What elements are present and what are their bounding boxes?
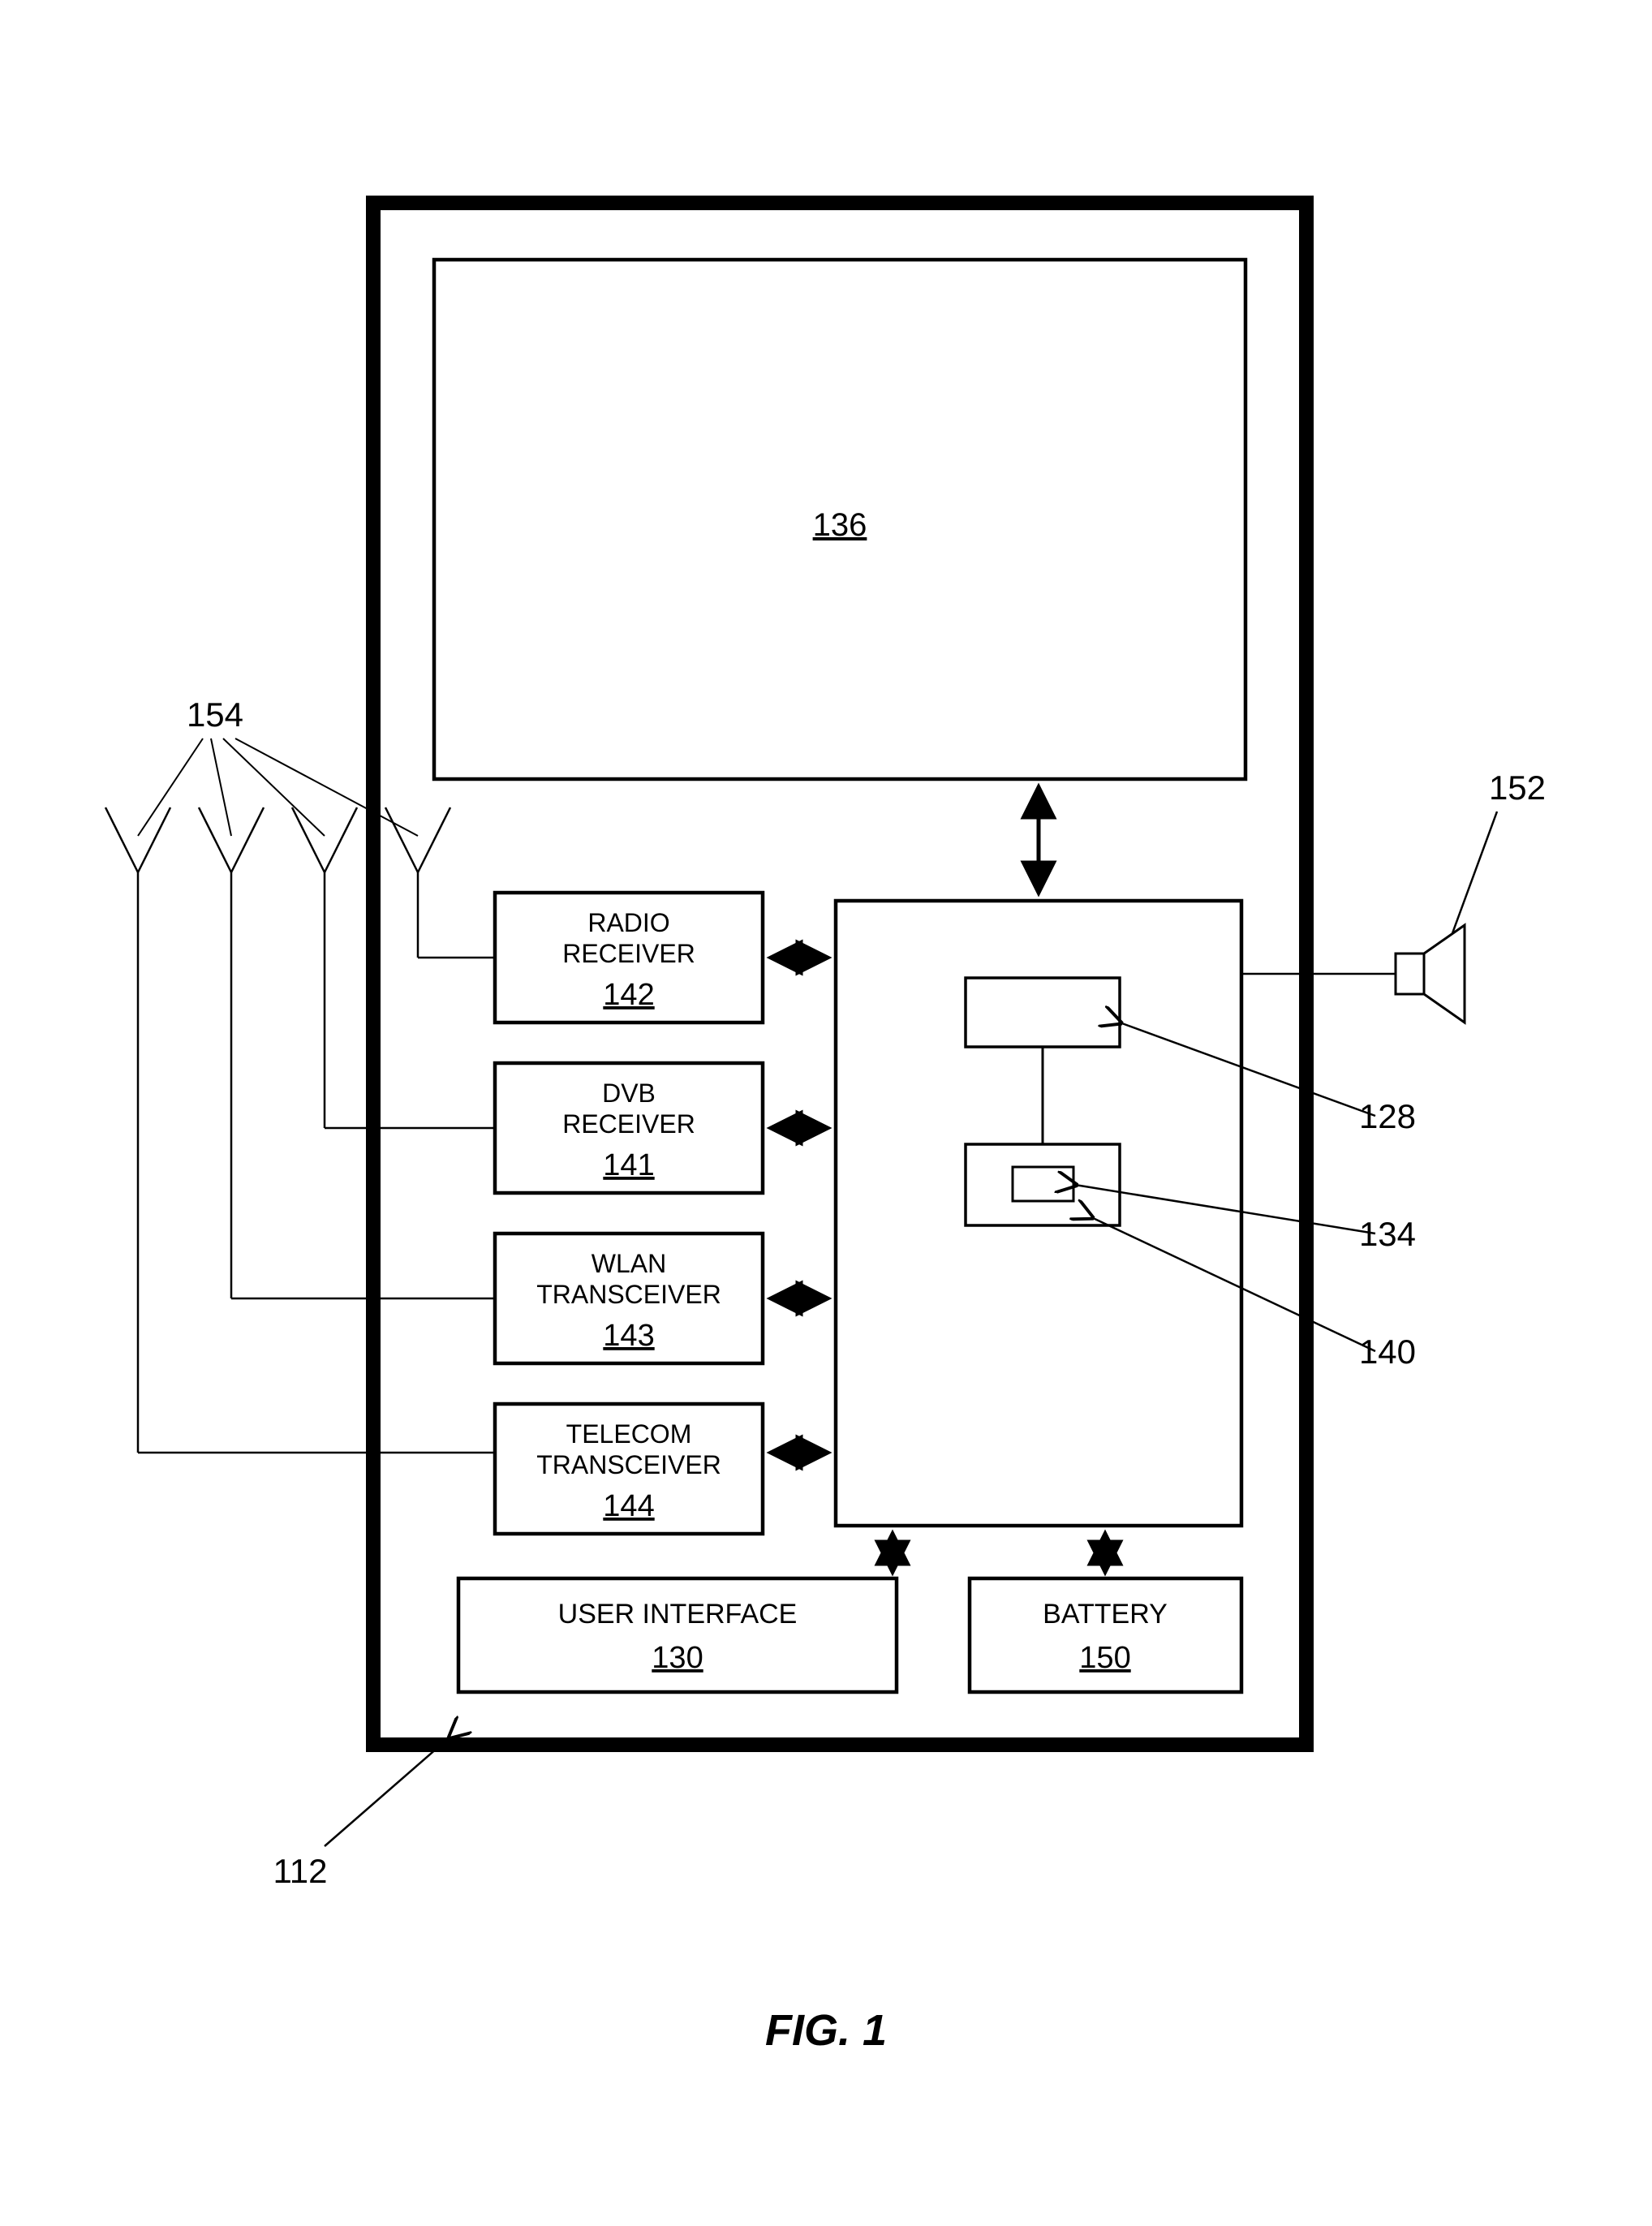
radio-label-1: RADIO: [587, 908, 669, 937]
user-interface-block: [458, 1578, 897, 1692]
figure-caption: FIG. 1: [765, 2006, 887, 2055]
ref-134: 134: [1359, 1215, 1416, 1253]
radio-label-2: RECEIVER: [562, 939, 695, 968]
figure-1-diagram: 136 RADIO RECEIVER 142 DVB RECEIVER 141 …: [0, 0, 1652, 2226]
ref-140: 140: [1359, 1333, 1416, 1371]
dvb-ref: 141: [603, 1148, 654, 1182]
telecom-ref: 144: [603, 1489, 654, 1523]
proc-inner-top: [966, 978, 1120, 1047]
battery-ref: 150: [1079, 1641, 1130, 1675]
speaker-ref: 152: [1489, 769, 1546, 807]
dvb-label-2: RECEIVER: [562, 1109, 695, 1139]
ui-ref: 130: [652, 1641, 703, 1675]
display-ref: 136: [813, 507, 867, 543]
ref-128: 128: [1359, 1097, 1416, 1135]
radio-ref: 142: [603, 978, 654, 1012]
wlan-label-1: WLAN: [592, 1249, 666, 1278]
proc-inner-mid-inner: [1013, 1167, 1073, 1201]
leader-112: [325, 1737, 450, 1846]
telecom-label-2: TRANSCEIVER: [536, 1450, 721, 1479]
wlan-ref: 143: [603, 1319, 654, 1353]
wlan-label-2: TRANSCEIVER: [536, 1280, 721, 1309]
antenna-ref: 154: [187, 695, 243, 734]
speaker-ref-leader: [1452, 812, 1497, 933]
ui-label: USER INTERFACE: [558, 1599, 798, 1630]
telecom-label-1: TELECOM: [566, 1419, 692, 1449]
battery-block: [970, 1578, 1241, 1692]
dvb-label-1: DVB: [602, 1079, 656, 1108]
battery-label: BATTERY: [1043, 1599, 1168, 1630]
ref-112: 112: [273, 1852, 328, 1890]
